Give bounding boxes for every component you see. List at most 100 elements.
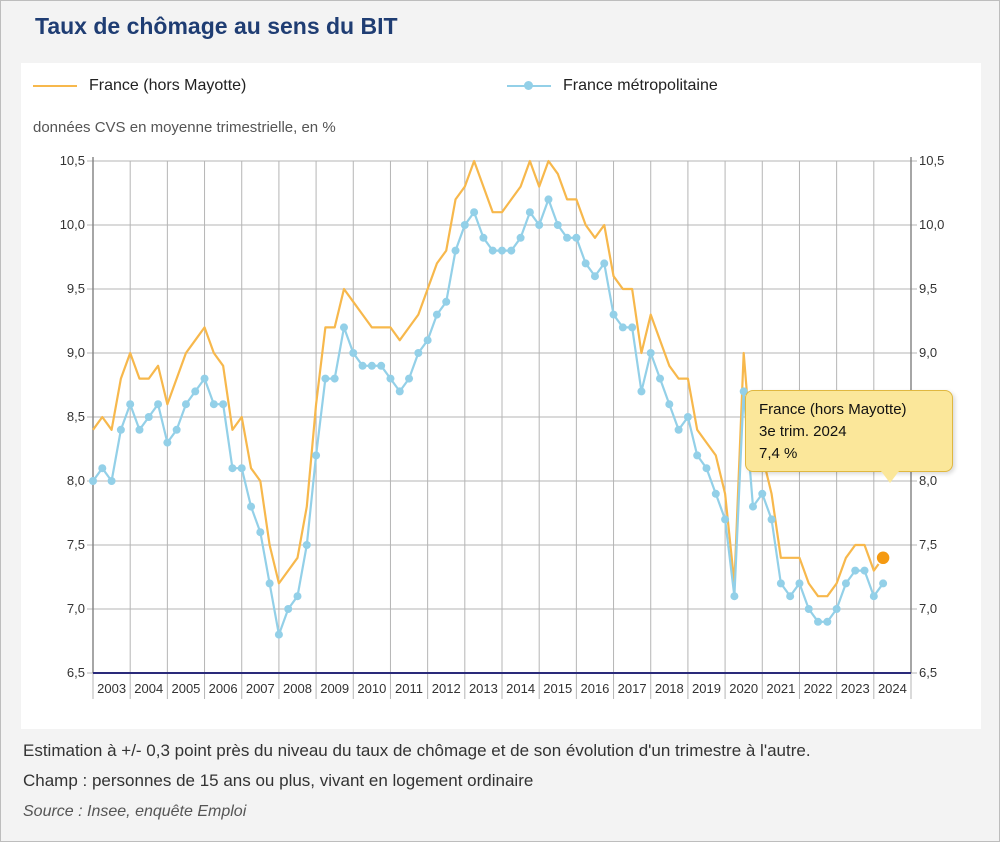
- data-point-france-metropolitaine: [330, 374, 339, 383]
- x-tick-label: 2006: [209, 681, 238, 696]
- data-point-france-metropolitaine: [349, 349, 358, 357]
- data-point-france-metropolitaine: [181, 400, 190, 409]
- data-point-france-metropolitaine: [386, 374, 395, 383]
- y-tick-label-left: 9,0: [67, 345, 85, 360]
- data-point-france-metropolitaine: [823, 617, 832, 626]
- data-point-france-metropolitaine: [721, 515, 730, 524]
- data-point-france-metropolitaine: [302, 541, 311, 549]
- data-point-france-metropolitaine: [841, 579, 850, 588]
- data-point-france-metropolitaine: [646, 349, 655, 357]
- x-tick-label: 2019: [692, 681, 721, 696]
- data-point-france-metropolitaine: [702, 464, 711, 473]
- data-point-france-metropolitaine: [814, 617, 823, 626]
- data-point-france-metropolitaine: [656, 374, 665, 383]
- data-point-france-metropolitaine: [312, 451, 321, 460]
- data-point-france-metropolitaine: [321, 374, 330, 383]
- data-point-france-metropolitaine: [674, 425, 683, 434]
- x-tick-label: 2022: [804, 681, 833, 696]
- data-point-france-metropolitaine: [265, 579, 274, 588]
- data-point-france-metropolitaine: [544, 195, 553, 204]
- legend-swatch-orange: [33, 80, 77, 92]
- data-point-france-metropolitaine: [144, 413, 153, 421]
- y-tick-label-left: 10,0: [60, 217, 85, 232]
- tooltip-arrow: [881, 471, 899, 483]
- legend-item-france-metropolitaine[interactable]: France métropolitaine: [507, 77, 718, 95]
- highlighted-data-point: [875, 550, 891, 566]
- data-tooltip: France (hors Mayotte) 3e trim. 2024 7,4 …: [745, 390, 953, 472]
- data-point-france-metropolitaine: [748, 502, 757, 511]
- data-point-france-metropolitaine: [618, 323, 627, 332]
- data-point-france-metropolitaine: [693, 451, 702, 460]
- data-point-france-metropolitaine: [479, 233, 488, 242]
- x-tick-label: 2012: [432, 681, 461, 696]
- x-tick-label: 2010: [357, 681, 386, 696]
- data-point-france-metropolitaine: [507, 246, 516, 255]
- data-point-france-metropolitaine: [804, 605, 813, 613]
- legend-label: France métropolitaine: [563, 77, 718, 94]
- data-point-france-metropolitaine: [767, 515, 776, 524]
- data-point-france-metropolitaine: [860, 566, 869, 575]
- tooltip-series: France (hors Mayotte): [759, 401, 907, 418]
- x-tick-label: 2007: [246, 681, 275, 696]
- y-tick-label-left: 9,5: [67, 281, 85, 296]
- data-point-france-metropolitaine: [126, 400, 135, 409]
- legend-label: France (hors Mayotte): [89, 77, 247, 94]
- data-point-france-metropolitaine: [89, 477, 97, 485]
- data-point-france-metropolitaine: [247, 502, 256, 511]
- data-point-france-metropolitaine: [683, 413, 692, 421]
- x-tick-label: 2004: [134, 681, 163, 696]
- data-point-france-metropolitaine: [730, 592, 739, 601]
- data-point-france-metropolitaine: [879, 579, 888, 588]
- data-point-france-metropolitaine: [219, 400, 228, 409]
- data-point-france-metropolitaine: [163, 438, 172, 447]
- y-tick-label-right: 6,5: [919, 665, 937, 680]
- y-tick-label-right: 7,5: [919, 537, 937, 552]
- series-line-france-hors-mayotte: [92, 159, 885, 598]
- x-tick-label: 2008: [283, 681, 312, 696]
- series-line-france-metropolitaine: [92, 198, 885, 636]
- data-point-france-metropolitaine: [228, 464, 237, 473]
- line-chart: 6,56,57,07,07,57,58,08,08,58,59,09,09,59…: [60, 153, 944, 699]
- x-tick-label: 2015: [543, 681, 572, 696]
- data-point-france-metropolitaine: [665, 400, 674, 409]
- data-point-france-metropolitaine: [451, 246, 460, 255]
- data-point-france-metropolitaine: [786, 592, 795, 601]
- data-point-france-metropolitaine: [832, 605, 841, 613]
- footnote-estimation: Estimation à +/- 0,3 point près du nivea…: [23, 741, 811, 760]
- data-point-france-metropolitaine: [209, 400, 218, 409]
- data-point-france-metropolitaine: [460, 221, 469, 229]
- y-tick-label-right: 9,5: [919, 281, 937, 296]
- x-tick-label: 2013: [469, 681, 498, 696]
- chart-subtitle: données CVS en moyenne trimestrielle, en…: [33, 119, 336, 136]
- y-tick-label-left: 10,5: [60, 153, 85, 168]
- data-point-france-metropolitaine: [869, 592, 878, 601]
- data-point-france-metropolitaine: [442, 297, 451, 306]
- data-point-france-metropolitaine: [581, 259, 590, 268]
- data-point-france-metropolitaine: [516, 233, 525, 242]
- legend-item-france-hors-mayotte[interactable]: France (hors Mayotte): [33, 77, 246, 95]
- y-tick-label-left: 8,0: [67, 473, 85, 488]
- data-point-france-metropolitaine: [154, 400, 163, 409]
- data-point-france-metropolitaine: [405, 374, 414, 383]
- x-tick-label: 2011: [395, 681, 423, 696]
- footnote-source: Source : Insee, enquête Emploi: [23, 803, 247, 820]
- data-point-france-metropolitaine: [432, 310, 441, 319]
- tooltip-value: 7,4 %: [759, 445, 798, 462]
- data-point-france-metropolitaine: [274, 630, 283, 639]
- data-point-france-metropolitaine: [172, 425, 181, 434]
- footnote-champ: Champ : personnes de 15 ans ou plus, viv…: [23, 771, 534, 790]
- y-tick-label-right: 9,0: [919, 345, 937, 360]
- data-point-france-metropolitaine: [498, 246, 506, 255]
- data-point-france-metropolitaine: [590, 272, 599, 281]
- data-point-france-metropolitaine: [98, 464, 107, 473]
- x-tick-label: 2005: [171, 681, 200, 696]
- data-point-france-metropolitaine: [711, 489, 720, 498]
- x-tick-label: 2003: [97, 681, 126, 696]
- x-tick-label: 2017: [618, 681, 647, 696]
- data-point-france-metropolitaine: [135, 425, 144, 434]
- data-point-france-metropolitaine: [367, 361, 376, 370]
- data-point-france-metropolitaine: [563, 233, 572, 242]
- data-point-france-metropolitaine: [488, 246, 497, 255]
- data-point-france-metropolitaine: [525, 208, 534, 217]
- data-point-france-metropolitaine: [293, 592, 302, 601]
